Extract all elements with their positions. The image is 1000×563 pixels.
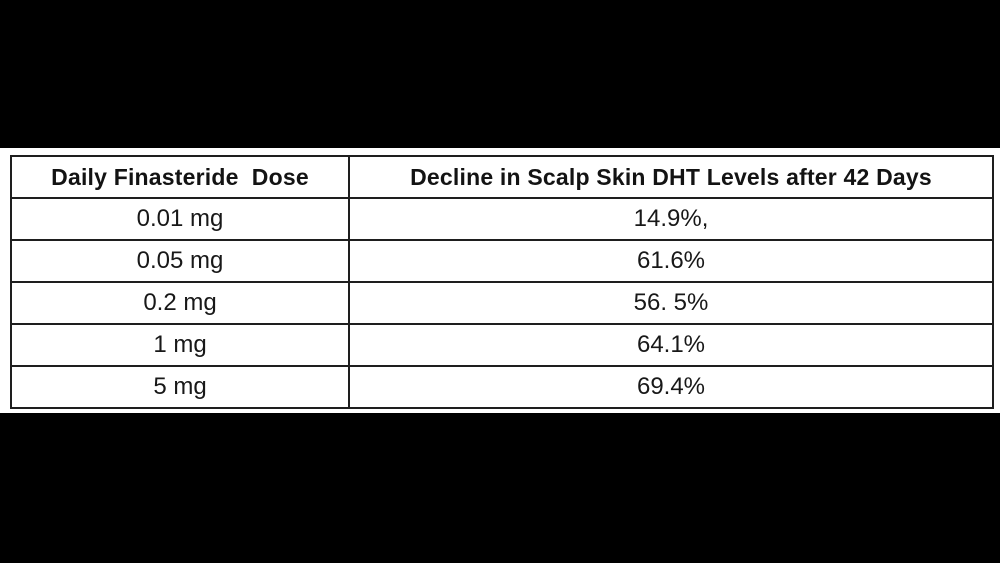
- dose-cell: 0.01 mg: [10, 197, 350, 241]
- table-row: 1 mg 64.1%: [10, 323, 994, 367]
- table-row: 5 mg 69.4%: [10, 365, 994, 409]
- table-row: 0.2 mg 56. 5%: [10, 281, 994, 325]
- dose-cell: 0.2 mg: [10, 281, 350, 325]
- dose-cell: 0.05 mg: [10, 239, 350, 283]
- decline-cell: 56. 5%: [348, 281, 994, 325]
- decline-cell: 61.6%: [348, 239, 994, 283]
- dose-cell: 1 mg: [10, 323, 350, 367]
- dose-cell: 5 mg: [10, 365, 350, 409]
- decline-cell: 64.1%: [348, 323, 994, 367]
- decline-cell: 14.9%,: [348, 197, 994, 241]
- header-row: Daily Finasteride Dose Decline in Scalp …: [10, 155, 994, 199]
- col-header-dose: Daily Finasteride Dose: [10, 155, 350, 199]
- col-header-decline: Decline in Scalp Skin DHT Levels after 4…: [348, 155, 994, 199]
- finasteride-dht-table: Daily Finasteride Dose Decline in Scalp …: [10, 155, 994, 409]
- table-row: 0.01 mg 14.9%,: [10, 197, 994, 241]
- decline-cell: 69.4%: [348, 365, 994, 409]
- table-row: 0.05 mg 61.6%: [10, 239, 994, 283]
